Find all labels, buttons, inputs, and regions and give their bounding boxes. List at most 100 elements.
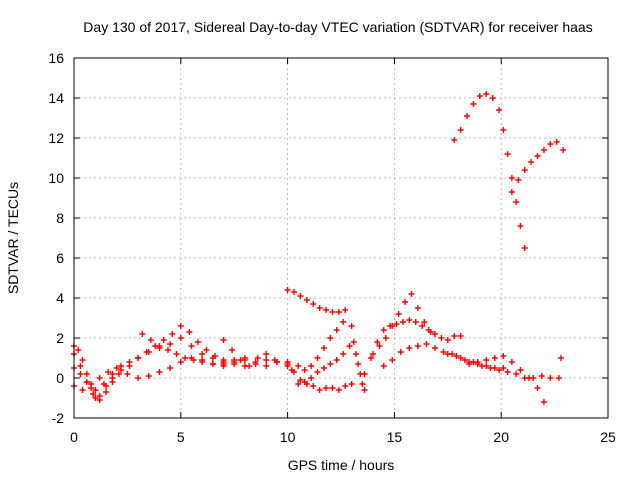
data-point <box>393 321 400 327</box>
series-track-9 <box>288 319 347 373</box>
data-point <box>301 379 308 385</box>
series-track-12 <box>361 317 464 377</box>
plot-frame <box>73 57 609 419</box>
data-point <box>547 375 554 381</box>
data-point <box>431 345 438 351</box>
data-point <box>487 365 494 371</box>
data-point <box>517 367 524 373</box>
data-point <box>402 299 409 305</box>
y-tick-label: 0 <box>56 370 64 386</box>
data-point <box>500 127 507 133</box>
data-point <box>421 319 428 325</box>
data-point <box>288 367 295 373</box>
data-point <box>96 375 103 381</box>
data-point <box>397 349 404 355</box>
x-tick-label: 20 <box>493 429 509 445</box>
y-axis-label: SDTVAR / TECUs <box>5 182 21 294</box>
data-point <box>431 331 438 337</box>
data-point <box>376 343 383 349</box>
data-point <box>199 359 206 365</box>
data-point <box>173 351 180 357</box>
data-point <box>457 355 464 361</box>
data-point <box>335 387 342 393</box>
y-tick-label: 16 <box>48 50 64 66</box>
data-point <box>464 113 471 119</box>
series-track-15 <box>444 351 562 381</box>
data-point <box>508 359 515 365</box>
series-track-4 <box>71 351 122 403</box>
data-point <box>329 385 336 391</box>
data-point <box>504 151 511 157</box>
data-point <box>496 367 503 373</box>
data-point <box>169 331 176 337</box>
data-point <box>389 357 396 363</box>
data-point <box>352 351 359 357</box>
data-point <box>451 137 458 143</box>
data-point <box>329 309 336 315</box>
data-point <box>380 327 387 333</box>
x-tick-label: 0 <box>70 429 78 445</box>
data-point <box>177 335 184 341</box>
data-point <box>323 385 330 391</box>
data-point <box>291 289 298 295</box>
series-track-17 <box>451 91 528 251</box>
data-point <box>335 309 342 315</box>
data-point <box>483 357 490 363</box>
data-point <box>419 323 426 329</box>
data-point <box>308 375 315 381</box>
data-point <box>231 357 238 363</box>
data-point <box>547 141 554 147</box>
data-point <box>470 101 477 107</box>
data-point <box>237 357 244 363</box>
data-point <box>508 189 515 195</box>
data-point <box>209 355 216 361</box>
data-point <box>147 337 154 343</box>
x-axis-label: GPS time / hours <box>288 457 395 473</box>
data-point <box>444 337 451 343</box>
data-point <box>164 347 171 353</box>
data-point <box>194 339 201 345</box>
data-point <box>540 147 547 153</box>
data-point <box>457 333 464 339</box>
data-point <box>346 343 353 349</box>
x-tick-label: 10 <box>280 429 296 445</box>
series-track-10 <box>295 343 353 387</box>
data-point <box>521 245 528 251</box>
data-point <box>246 363 253 369</box>
data-point <box>295 363 302 369</box>
data-point <box>553 139 560 145</box>
data-point <box>92 395 99 401</box>
data-point <box>515 177 522 183</box>
data-point <box>177 323 184 329</box>
tick-labels: 0 5 10 15 20 25 -2 0 2 4 6 8 10 12 14 16 <box>48 50 616 445</box>
data-point <box>220 337 227 343</box>
data-point <box>83 379 90 385</box>
series-track-7 <box>284 287 349 315</box>
y-tick-label: 2 <box>56 330 64 346</box>
data-point <box>466 361 473 367</box>
data-point <box>252 359 259 365</box>
data-point <box>517 223 524 229</box>
data-point <box>124 371 131 377</box>
data-point <box>534 153 541 159</box>
data-point <box>525 375 532 381</box>
series-track-8 <box>284 359 355 393</box>
data-point <box>77 363 84 369</box>
data-point <box>333 327 340 333</box>
data-point <box>370 351 377 357</box>
data-point <box>263 351 270 357</box>
data-point <box>342 307 349 313</box>
data-point <box>540 399 547 405</box>
data-point <box>220 361 227 367</box>
data-point <box>414 305 421 311</box>
data-point <box>427 329 434 335</box>
data-point <box>327 361 334 367</box>
data-point <box>316 387 323 393</box>
data-point <box>100 381 107 387</box>
data-point <box>117 363 124 369</box>
data-point <box>395 311 402 317</box>
series-track-13 <box>370 291 434 357</box>
data-point <box>297 293 304 299</box>
data-point <box>461 357 468 363</box>
data-point <box>555 375 562 381</box>
